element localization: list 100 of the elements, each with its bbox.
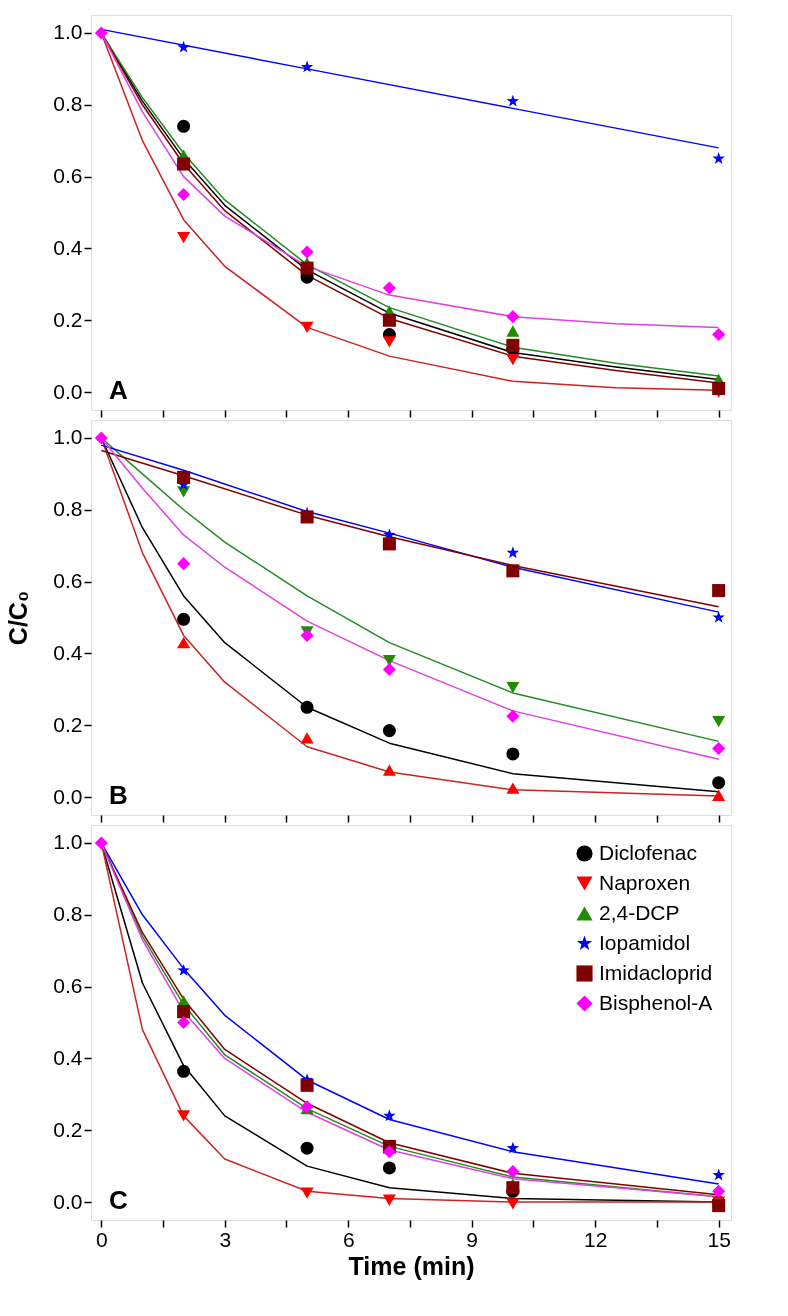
point [382, 764, 396, 776]
y-tick-label: 0.6 [53, 164, 83, 188]
point [382, 1161, 396, 1175]
point [300, 261, 314, 275]
point [177, 1015, 191, 1030]
point [94, 836, 108, 850]
point [94, 26, 108, 40]
point [506, 338, 520, 352]
point [300, 245, 314, 259]
legend-label: Naproxen [599, 870, 691, 894]
point [177, 1110, 191, 1122]
x-tick-label: 15 [707, 1227, 731, 1251]
y-tick-label: 1.0 [53, 830, 83, 854]
y-axis-title: C/C₀ [3, 590, 32, 646]
point [300, 732, 314, 744]
point [506, 1198, 520, 1210]
y-tick-label: 0.4 [53, 235, 83, 259]
point [383, 1109, 396, 1122]
point [177, 557, 191, 571]
legend-label: Imidacloprid [599, 960, 713, 984]
legend-label: Diclofenac [599, 840, 698, 864]
point [712, 742, 726, 756]
point [506, 94, 520, 107]
point [382, 281, 396, 295]
point [506, 354, 520, 366]
point [506, 325, 520, 337]
x-tick-label: 12 [584, 1227, 608, 1251]
point [712, 1184, 726, 1198]
point [712, 328, 726, 342]
point [177, 963, 190, 976]
point [712, 1168, 725, 1181]
point [300, 628, 314, 642]
y-tick-label: 0.4 [53, 1045, 83, 1069]
point [177, 636, 191, 649]
annotation: B [109, 780, 128, 810]
legend-label: 2,4-DCP [599, 900, 680, 924]
point [506, 310, 520, 324]
y-tick-label: 1.0 [53, 425, 83, 449]
y-tick-label: 0.8 [53, 497, 83, 521]
y-tick-label: 0.2 [53, 712, 83, 736]
point [506, 1165, 520, 1179]
point [712, 789, 726, 801]
annotation: C [109, 1185, 128, 1215]
point [300, 510, 314, 524]
y-tick-label: 0.8 [53, 92, 83, 116]
point [382, 313, 396, 327]
legend-label: Iopamidol [599, 930, 691, 954]
y-tick-label: 0.6 [53, 569, 83, 593]
point [177, 119, 191, 133]
x-tick-label: 9 [466, 1227, 479, 1251]
point [177, 231, 191, 244]
point [300, 700, 314, 714]
point [506, 546, 520, 559]
point [177, 188, 191, 202]
point [506, 782, 520, 794]
point [177, 470, 191, 484]
point [506, 747, 520, 761]
y-tick-label: 1.0 [53, 20, 83, 44]
point [300, 1141, 314, 1155]
point [177, 1064, 191, 1078]
point [712, 610, 725, 623]
point [300, 321, 314, 334]
x-tick-label: 3 [219, 1227, 232, 1251]
y-tick-label: 0.0 [53, 784, 83, 808]
point [177, 157, 191, 171]
point [382, 724, 396, 738]
point [300, 60, 314, 73]
point [382, 1145, 396, 1159]
point [382, 1194, 396, 1206]
point [712, 584, 726, 598]
point [506, 709, 520, 723]
point [712, 715, 726, 728]
point [177, 1005, 191, 1019]
point [177, 612, 191, 626]
y-tick-label: 0.0 [53, 1189, 83, 1213]
point [382, 537, 396, 551]
y-tick-label: 0.0 [53, 379, 83, 403]
x-tick-label: 6 [342, 1227, 355, 1251]
point [506, 681, 520, 694]
y-tick-label: 0.8 [53, 902, 83, 926]
point [506, 1141, 520, 1154]
y-tick-label: 0.2 [53, 307, 83, 331]
point [382, 663, 396, 677]
legend-label: Bisphenol-A [599, 990, 713, 1014]
point [300, 1078, 314, 1092]
point [712, 776, 726, 790]
annotation: A [109, 375, 128, 405]
x-axis-title: Time (min) [348, 1251, 475, 1280]
point [382, 654, 396, 667]
y-tick-label: 0.2 [53, 1117, 83, 1141]
point [506, 564, 520, 578]
y-tick-label: 0.4 [53, 640, 83, 664]
point [94, 431, 108, 445]
y-tick-label: 0.6 [53, 974, 83, 998]
point [382, 336, 396, 348]
x-tick-label: 0 [95, 1227, 108, 1251]
point [712, 1199, 726, 1213]
point [712, 381, 726, 395]
point [177, 40, 190, 53]
point [300, 1187, 314, 1199]
